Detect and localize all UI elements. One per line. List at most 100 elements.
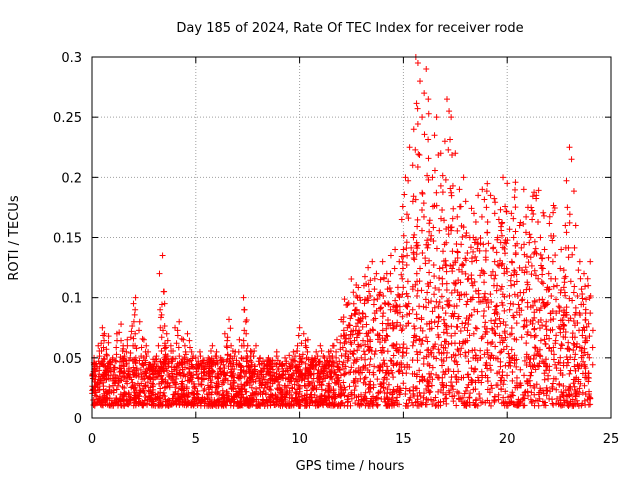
data-point-baseline [557,345,564,352]
data-point [201,372,208,379]
data-point-baseline [369,399,376,406]
data-point [579,332,586,339]
data-point-baseline [506,354,513,361]
data-point-baseline [446,389,453,396]
data-point-baseline [171,380,178,387]
data-point-baseline [431,304,438,311]
data-point-baseline [255,402,262,409]
data-point-baseline [438,386,445,393]
data-point [570,347,577,354]
data-point [362,313,369,320]
data-point [531,309,538,316]
data-point-baseline [443,226,450,233]
data-point-baseline [495,396,502,403]
data-point [351,347,358,354]
data-point-baseline [353,323,360,330]
data-point-baseline [429,364,436,371]
data-point [414,292,421,299]
data-point [95,342,102,349]
data-point-baseline [414,245,421,252]
data-point [521,241,528,248]
data-point [154,363,161,370]
data-point [552,361,559,368]
data-point [344,324,351,331]
data-point [371,310,378,317]
data-point [157,358,164,365]
data-point [198,360,205,367]
data-point [419,206,426,213]
data-point [548,292,555,299]
data-point-baseline [264,402,271,409]
data-point [116,329,123,336]
data-point [164,367,171,374]
data-point-baseline [303,402,310,409]
data-point-baseline [566,295,573,302]
data-point-baseline [404,252,411,259]
data-point-baseline [333,380,340,387]
data-point [449,182,456,189]
data-point [385,301,392,308]
data-point-baseline [314,378,321,385]
data-point-baseline [573,343,580,350]
data-point [118,337,125,344]
data-point-baseline [485,240,492,247]
data-point-baseline [503,402,510,409]
data-point-baseline [362,389,369,396]
data-point [92,373,99,380]
data-point-baseline [432,285,439,292]
data-point-baseline [219,387,226,394]
data-point [543,332,550,339]
data-point-baseline [320,397,327,404]
data-point-baseline [460,374,467,381]
data-point-baseline [532,366,539,373]
data-point [474,245,481,252]
data-point [555,323,562,330]
data-point [524,279,531,286]
data-point [285,371,292,378]
data-point [487,192,494,199]
data-point [136,318,143,325]
data-point-baseline [525,259,532,266]
data-point [448,189,455,196]
data-point-baseline [411,325,418,332]
data-point [462,353,469,360]
data-point [287,374,294,381]
data-point-baseline [527,396,534,403]
data-point-baseline [191,384,198,391]
data-point-baseline [367,338,374,345]
data-point [243,330,250,337]
data-point [464,327,471,334]
data-point [357,342,364,349]
data-point-baseline [207,383,214,390]
data-point [428,298,435,305]
data-point [377,276,384,283]
data-point [210,357,217,364]
data-point [299,351,306,358]
data-point-baseline [362,356,369,363]
data-point-baseline [454,388,461,395]
data-point-baseline [463,402,470,409]
data-point [247,374,254,381]
data-point [140,336,147,343]
data-point-baseline [572,401,579,408]
data-point-baseline [452,280,459,287]
data-point [560,284,567,291]
data-point-baseline [418,400,425,407]
data-point-baseline [263,397,270,404]
data-point [256,361,263,368]
data-point [298,371,305,378]
data-point [357,366,364,373]
data-point-baseline [585,320,592,327]
data-point-baseline [360,397,367,404]
data-point-baseline [549,237,556,244]
data-point [412,196,419,203]
data-point [402,174,409,181]
data-point-baseline [139,385,146,392]
data-point [443,96,450,103]
data-point-baseline [438,293,445,300]
data-point [418,341,425,348]
data-point-baseline [383,325,390,332]
data-point [373,270,380,277]
data-point-baseline [392,297,399,304]
data-point [350,327,357,334]
